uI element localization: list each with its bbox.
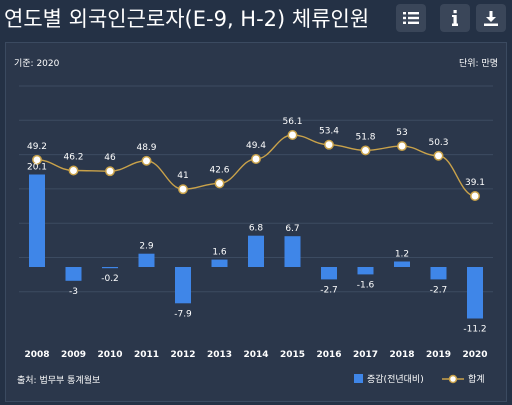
bar (357, 267, 374, 275)
line-point (105, 166, 115, 177)
bar (102, 267, 118, 269)
line-point (287, 130, 298, 140)
line-data-label: 49.4 (246, 141, 266, 151)
bar (430, 267, 447, 280)
unit-label: 단위: 만명 (458, 59, 498, 69)
chart-panel (5, 42, 507, 402)
x-tick-label: 2014 (243, 350, 268, 360)
bar-data-label: -3 (69, 287, 78, 297)
line-data-label: 41 (177, 171, 188, 181)
x-tick-label: 2018 (389, 350, 414, 360)
x-tick-label: 2013 (207, 350, 232, 360)
bar-data-label: -2.7 (430, 285, 448, 295)
bar (248, 235, 264, 267)
line-data-label: 39.1 (465, 178, 485, 188)
line-data-label: 56.1 (282, 117, 302, 127)
bar (29, 174, 45, 267)
bar-data-label: -2.7 (320, 285, 338, 295)
legend-bar[interactable]: 증감(전년대비) (354, 372, 424, 385)
list-icon (403, 12, 419, 24)
bar-data-label: 20.1 (27, 163, 47, 173)
line-point (214, 178, 225, 189)
bar (284, 236, 301, 267)
line-data-label: 48.9 (136, 143, 156, 153)
x-tick-label: 2009 (61, 350, 86, 360)
line-data-label: 49.2 (27, 142, 47, 152)
x-tick-label: 2010 (97, 350, 122, 360)
bar (138, 253, 155, 267)
line-data-label: 53.4 (319, 127, 339, 137)
x-tick-label: 2008 (24, 350, 49, 360)
bar-data-label: 6.7 (285, 224, 299, 234)
info-button[interactable] (440, 4, 470, 32)
line-data-label: 53 (396, 128, 407, 138)
source-label: 출처: 법무부 통계월보 (17, 376, 101, 386)
x-tick-label: 2011 (134, 350, 159, 360)
line-data-label: 50.3 (428, 138, 448, 148)
bar-data-label: 1.2 (395, 250, 409, 260)
line-point (32, 154, 42, 165)
x-tick-label: 2019 (426, 350, 451, 360)
legend-line[interactable]: 합계 (442, 372, 485, 385)
line-point (360, 145, 371, 156)
bar (321, 267, 337, 280)
line-data-label: 51.8 (355, 132, 375, 142)
list-button[interactable] (396, 4, 426, 32)
bar-data-label: 1.6 (212, 248, 227, 258)
x-tick-label: 2017 (353, 350, 378, 360)
line-point (141, 155, 152, 166)
line-point (178, 184, 188, 195)
line-point (251, 154, 261, 164)
legend-line-swatch (442, 374, 464, 383)
x-tick-label: 2020 (462, 350, 487, 360)
line-data-label: 46 (104, 153, 116, 163)
bar-data-label: -7.9 (174, 309, 192, 319)
line-point (433, 150, 444, 161)
legend-bar-label: 증감(전년대비) (367, 375, 424, 385)
bar (211, 259, 228, 267)
bar (175, 267, 191, 304)
download-button[interactable] (476, 4, 506, 32)
line-data-label: 46.2 (63, 153, 83, 163)
x-tick-label: 2016 (316, 350, 341, 360)
bar-data-label: 6.8 (249, 224, 264, 234)
chart-title: 연도별 외국인근로자(E-9, H-2) 체류인원 (4, 7, 370, 31)
bar-data-label: 2.9 (139, 242, 154, 252)
line-point (470, 191, 480, 201)
bar-data-label: -0.2 (101, 274, 119, 284)
bar (467, 267, 483, 319)
line-point (324, 139, 334, 150)
download-icon (484, 10, 498, 26)
x-tick-label: 2015 (280, 350, 305, 360)
bar-data-label: -1.6 (357, 280, 375, 290)
info-icon (452, 10, 458, 26)
unit-base-label: 기준: 2020 (14, 59, 60, 69)
line-data-label: 42.6 (209, 165, 229, 175)
legend-line-label: 합계 (468, 375, 485, 385)
line-point (397, 141, 407, 152)
x-tick-label: 2012 (170, 350, 195, 360)
bar (394, 261, 410, 267)
line-point (68, 165, 79, 176)
bar-data-label: -11.2 (463, 325, 486, 335)
bar (65, 267, 82, 281)
legend-bar-swatch (354, 374, 363, 383)
